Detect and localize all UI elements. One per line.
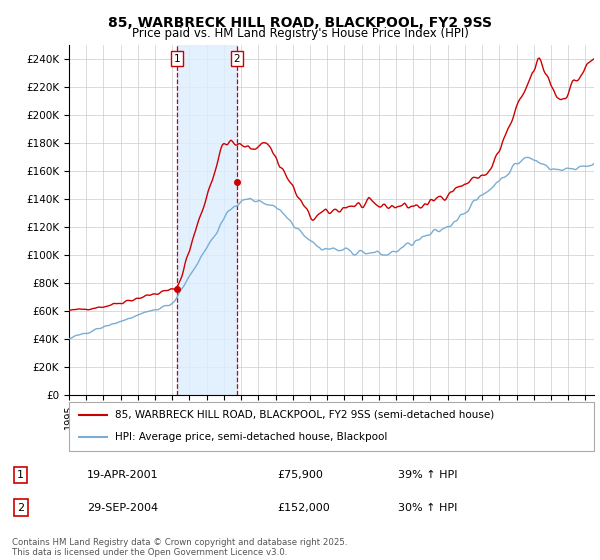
Text: £75,900: £75,900 bbox=[277, 470, 323, 480]
Text: 1: 1 bbox=[17, 470, 24, 480]
Text: 19-APR-2001: 19-APR-2001 bbox=[87, 470, 158, 480]
Text: Contains HM Land Registry data © Crown copyright and database right 2025.
This d: Contains HM Land Registry data © Crown c… bbox=[12, 538, 347, 557]
FancyBboxPatch shape bbox=[69, 402, 594, 451]
Text: 2: 2 bbox=[17, 503, 24, 513]
Text: £152,000: £152,000 bbox=[277, 503, 330, 513]
Bar bbox=[177, 45, 237, 395]
Text: HPI: Average price, semi-detached house, Blackpool: HPI: Average price, semi-detached house,… bbox=[115, 432, 388, 442]
Text: 30% ↑ HPI: 30% ↑ HPI bbox=[398, 503, 457, 513]
Text: 39% ↑ HPI: 39% ↑ HPI bbox=[398, 470, 457, 480]
Text: Price paid vs. HM Land Registry's House Price Index (HPI): Price paid vs. HM Land Registry's House … bbox=[131, 27, 469, 40]
Text: 2: 2 bbox=[233, 54, 240, 63]
Text: 85, WARBRECK HILL ROAD, BLACKPOOL, FY2 9SS (semi-detached house): 85, WARBRECK HILL ROAD, BLACKPOOL, FY2 9… bbox=[115, 410, 494, 420]
Text: 1: 1 bbox=[174, 54, 181, 63]
Text: 85, WARBRECK HILL ROAD, BLACKPOOL, FY2 9SS: 85, WARBRECK HILL ROAD, BLACKPOOL, FY2 9… bbox=[108, 16, 492, 30]
Text: 29-SEP-2004: 29-SEP-2004 bbox=[87, 503, 158, 513]
